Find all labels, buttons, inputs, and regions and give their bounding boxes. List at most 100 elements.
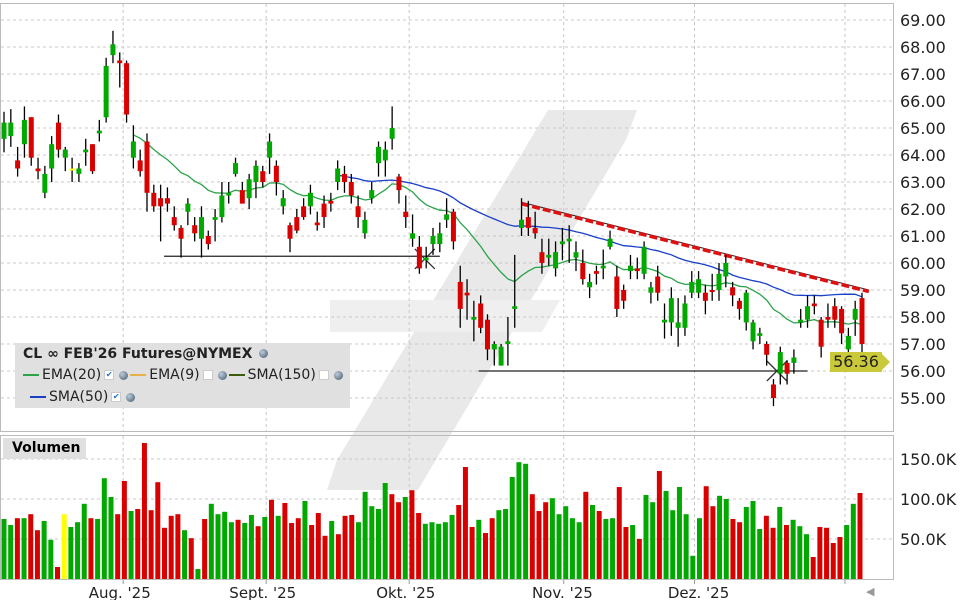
volume-bar bbox=[329, 521, 335, 579]
price-tick-label: 68.00 bbox=[900, 38, 946, 57]
volume-bar bbox=[830, 543, 836, 579]
candle-body bbox=[280, 198, 286, 207]
volume-bar bbox=[757, 529, 763, 579]
candle-body bbox=[164, 198, 170, 204]
candle-body bbox=[219, 195, 225, 218]
ema20-settings-icon[interactable] bbox=[119, 370, 129, 380]
volume-bar bbox=[48, 539, 54, 579]
scroll-left-arrow-icon[interactable]: ◀ bbox=[866, 585, 875, 598]
price-tick-label: 59.00 bbox=[900, 281, 946, 300]
legend-box: CL ∞ FEB'26 Futures@NYMEX EMA(20) ✔ EMA(… bbox=[15, 343, 350, 408]
sma50-settings-icon[interactable] bbox=[126, 392, 136, 402]
legend-row-2: SMA(50) ✔ bbox=[30, 389, 137, 405]
volume-bar bbox=[569, 518, 575, 579]
candle-body bbox=[287, 225, 293, 239]
volume-bar bbox=[630, 525, 636, 579]
candle-body bbox=[389, 128, 395, 139]
volume-bar bbox=[222, 511, 228, 579]
candle-body bbox=[403, 211, 409, 218]
sma50-checkbox-checked[interactable]: ✔ bbox=[111, 392, 122, 402]
candle-body bbox=[553, 252, 559, 269]
volume-bar bbox=[429, 522, 435, 579]
volume-tick-label: 100.0K bbox=[900, 490, 957, 509]
date-axis: Aug. '25 Sept. '25 Okt. '25 Nov. '25 Dez. '2… bbox=[89, 584, 730, 600]
volume-bar bbox=[850, 503, 856, 579]
volume-bar bbox=[683, 514, 689, 579]
volume-bar bbox=[804, 534, 809, 579]
candle-body bbox=[798, 319, 804, 323]
date-label: Aug. '25 bbox=[89, 584, 151, 600]
volume-tick-label: 150.0K bbox=[900, 450, 957, 469]
candle-body bbox=[655, 276, 661, 293]
volume-bar bbox=[456, 505, 462, 579]
candle-body bbox=[621, 290, 627, 301]
candle-body bbox=[845, 335, 851, 350]
sma150-settings-icon[interactable] bbox=[333, 370, 343, 380]
ema9-settings-icon[interactable] bbox=[217, 370, 227, 380]
volume-bar bbox=[469, 527, 475, 579]
volume-bar bbox=[503, 509, 509, 579]
drawn-annotations bbox=[164, 201, 870, 382]
legend-sma50: SMA(50) bbox=[49, 389, 109, 405]
candle-body bbox=[505, 341, 511, 344]
candle-body bbox=[743, 292, 749, 323]
volume-bar bbox=[824, 527, 830, 579]
candle-body bbox=[382, 149, 388, 161]
legend-ema9: EMA(9) bbox=[149, 367, 200, 383]
volume-bar bbox=[342, 515, 348, 579]
volume-bar bbox=[422, 523, 428, 579]
candle-body bbox=[49, 144, 55, 169]
candle-body bbox=[437, 233, 443, 245]
candle-body bbox=[35, 168, 41, 172]
candle-body bbox=[784, 362, 790, 374]
candle-body bbox=[668, 298, 674, 323]
volume-bar bbox=[436, 523, 442, 579]
ema9-swatch bbox=[130, 374, 147, 376]
volume-bar bbox=[656, 471, 662, 579]
volume-bar bbox=[616, 487, 622, 579]
volume-bar bbox=[556, 514, 562, 579]
volume-panel-frame bbox=[0, 435, 894, 580]
instrument-name: CL ∞ FEB'26 Futures@NYMEX bbox=[23, 346, 253, 362]
volume-bar bbox=[61, 514, 67, 579]
volume-bar bbox=[516, 462, 522, 579]
resistance-line-dashed bbox=[521, 202, 870, 294]
volume-bar bbox=[790, 519, 796, 579]
candle-body bbox=[777, 352, 783, 374]
ema20-checkbox-checked[interactable]: ✔ bbox=[104, 370, 115, 380]
date-label: Okt. '25 bbox=[376, 584, 435, 600]
candle-body bbox=[450, 211, 456, 242]
candle-body bbox=[151, 192, 157, 207]
volume-bar bbox=[697, 518, 702, 579]
candle-body bbox=[273, 165, 279, 182]
candle-body bbox=[580, 263, 586, 280]
candle-body bbox=[42, 173, 48, 193]
volume-bar bbox=[730, 519, 736, 579]
sma150-checkbox[interactable] bbox=[318, 370, 329, 380]
candle-body bbox=[307, 192, 313, 207]
globe-icon[interactable] bbox=[259, 349, 269, 358]
candle-body bbox=[369, 190, 375, 199]
volume-bar bbox=[315, 513, 321, 579]
candle-body bbox=[634, 268, 640, 272]
volume-bar bbox=[703, 486, 709, 579]
volume-bar bbox=[797, 526, 803, 579]
candle-body bbox=[185, 203, 191, 212]
sma150-swatch bbox=[228, 374, 245, 376]
volume-bar bbox=[442, 522, 448, 579]
candle-body bbox=[716, 273, 722, 290]
volume-bars bbox=[1, 443, 863, 579]
volume-bar bbox=[88, 518, 94, 579]
candle-body bbox=[546, 254, 552, 258]
indicator-lines bbox=[133, 134, 863, 326]
price-tick-label: 64.00 bbox=[900, 146, 946, 165]
candle-body bbox=[600, 265, 606, 269]
candle-body bbox=[76, 168, 82, 174]
candle-body bbox=[444, 214, 450, 220]
volume-bar bbox=[95, 519, 101, 579]
volume-bar bbox=[8, 525, 14, 579]
candle-body bbox=[376, 146, 382, 164]
volume-bar bbox=[643, 495, 649, 579]
ema9-checkbox[interactable] bbox=[202, 370, 213, 380]
